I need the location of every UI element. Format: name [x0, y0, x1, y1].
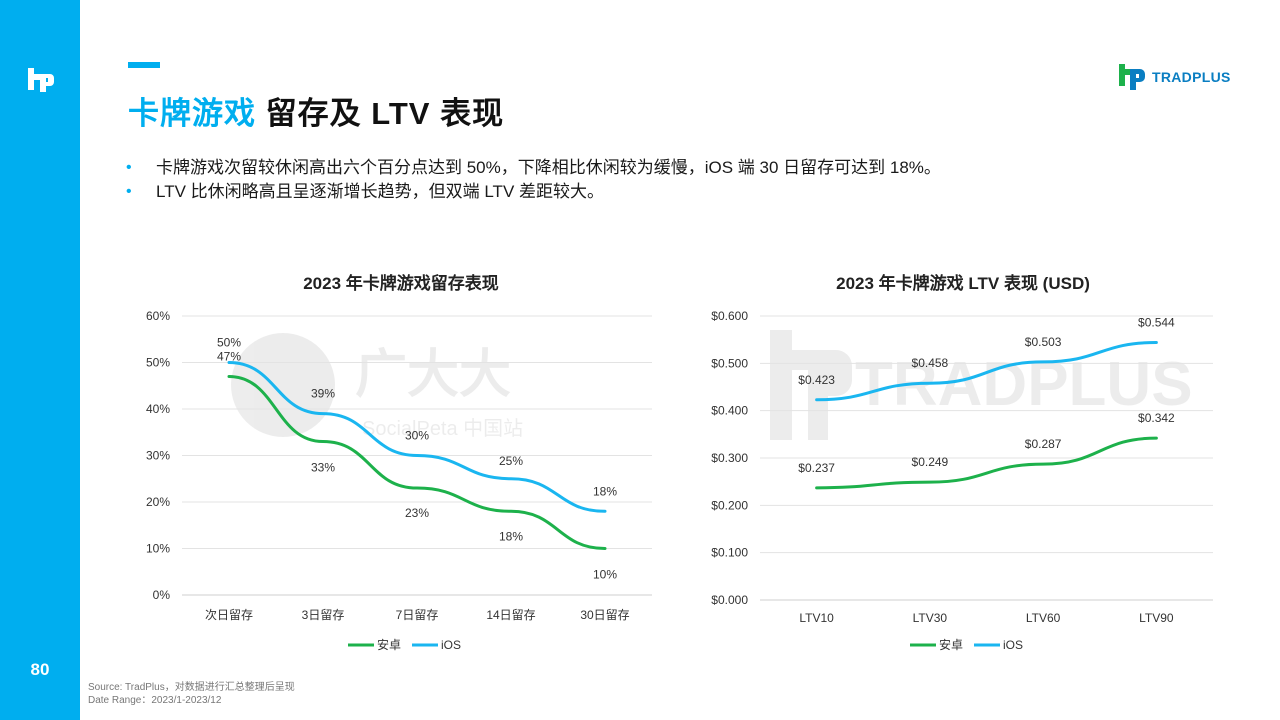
page-title-rest: 留存及 LTV 表现	[265, 96, 505, 131]
data-label: 39%	[311, 387, 335, 401]
x-tick-label: LTV90	[1139, 611, 1174, 625]
y-tick-label: 40%	[146, 402, 170, 416]
watermark-left-sub: SocialPeta 中国站	[362, 417, 523, 440]
x-tick-label: 14日留存	[486, 608, 535, 622]
y-tick-label: $0.400	[711, 404, 748, 418]
y-tick-label: 20%	[146, 495, 170, 509]
series-line-ios	[227, 361, 607, 513]
date-range-line: Date Range：2023/1-2023/12	[88, 695, 222, 706]
y-tick-label: 60%	[146, 309, 170, 323]
legend-label: iOS	[441, 638, 461, 652]
series-line-android	[815, 436, 1158, 490]
y-tick-label: 10%	[146, 542, 170, 556]
page-title: 卡牌游戏 留存及 LTV 表现	[128, 88, 504, 133]
brand-logo: TRADPLUS	[1116, 60, 1231, 94]
source-note: Source: TradPlus，对数据进行汇总整理后呈现 Date Range…	[88, 681, 295, 707]
bullet-list: 卡牌游戏次留较休闲高出六个百分点达到 50%，下降相比休闲较为缓慢，iOS 端 …	[124, 156, 941, 204]
page-number: 80	[30, 660, 50, 679]
data-label: $0.423	[798, 373, 835, 387]
tradplus-brand-icon	[1119, 64, 1145, 90]
x-tick-label: 3日留存	[302, 608, 345, 622]
y-tick-label: $0.000	[711, 593, 748, 607]
y-tick-label: $0.500	[711, 356, 748, 370]
y-tick-label: 0%	[153, 588, 171, 602]
data-label: $0.249	[912, 455, 949, 469]
x-tick-label: LTV30	[913, 611, 948, 625]
y-tick-label: 30%	[146, 449, 170, 463]
legend-label: 安卓	[939, 637, 963, 652]
data-label: 30%	[405, 429, 429, 443]
bullet-item: LTV 比休闲略高且呈逐渐增长趋势，但双端 LTV 差距较大。	[124, 180, 941, 204]
tradplus-logo-icon	[28, 68, 54, 92]
source-line: Source: TradPlus，对数据进行汇总整理后呈现	[88, 682, 295, 693]
data-label: 25%	[499, 454, 523, 468]
y-tick-label: $0.200	[711, 498, 748, 512]
legend-label: 安卓	[377, 637, 401, 652]
data-label: $0.287	[1025, 437, 1062, 451]
chart-title: 2023 年卡牌游戏留存表现	[303, 273, 499, 293]
sidebar: 80	[0, 0, 80, 720]
data-label: 18%	[499, 529, 523, 543]
title-accent-bar	[128, 62, 160, 68]
data-label: $0.342	[1138, 411, 1175, 425]
data-label: $0.544	[1138, 316, 1175, 330]
x-tick-label: LTV10	[799, 611, 834, 625]
watermark-left-main: 广大大	[355, 346, 511, 404]
x-tick-label: 次日留存	[205, 608, 253, 622]
retention-chart: 2023 年卡牌游戏留存表现 0% 10% 20% 30% 40% 50% 60% 次日留存 3日…	[146, 273, 652, 652]
brand-name: TRADPLUS	[1152, 69, 1231, 85]
chart-title: 2023 年卡牌游戏 LTV 表现 (USD)	[836, 273, 1090, 293]
ltv-chart: 2023 年卡牌游戏 LTV 表现 (USD) $0.000 $0.100 $0.20…	[711, 273, 1213, 652]
legend-label: iOS	[1003, 638, 1023, 652]
y-tick-label: $0.300	[711, 451, 748, 465]
data-label: 33%	[311, 461, 335, 475]
x-tick-label: 30日留存	[580, 608, 629, 622]
data-label: $0.458	[912, 356, 949, 370]
watermark-right: TRADPLUS	[770, 330, 1193, 440]
data-label: 10%	[593, 568, 617, 582]
data-label: $0.503	[1025, 335, 1062, 349]
data-label: 23%	[405, 506, 429, 520]
bullet-item: 卡牌游戏次留较休闲高出六个百分点达到 50%，下降相比休闲较为缓慢，iOS 端 …	[124, 156, 941, 180]
series-line-android	[227, 374, 607, 550]
series-line-ios	[815, 341, 1158, 402]
page-title-highlight: 卡牌游戏	[128, 96, 256, 131]
y-tick-label: $0.600	[711, 309, 748, 323]
y-tick-label: 50%	[146, 356, 170, 370]
data-label: 18%	[593, 484, 617, 498]
x-tick-label: 7日留存	[396, 608, 439, 622]
y-tick-label: $0.100	[711, 546, 748, 560]
x-tick-label: LTV60	[1026, 611, 1061, 625]
data-label: $0.237	[798, 461, 835, 475]
data-label: 50%	[217, 336, 241, 350]
data-label: 47%	[217, 349, 241, 363]
